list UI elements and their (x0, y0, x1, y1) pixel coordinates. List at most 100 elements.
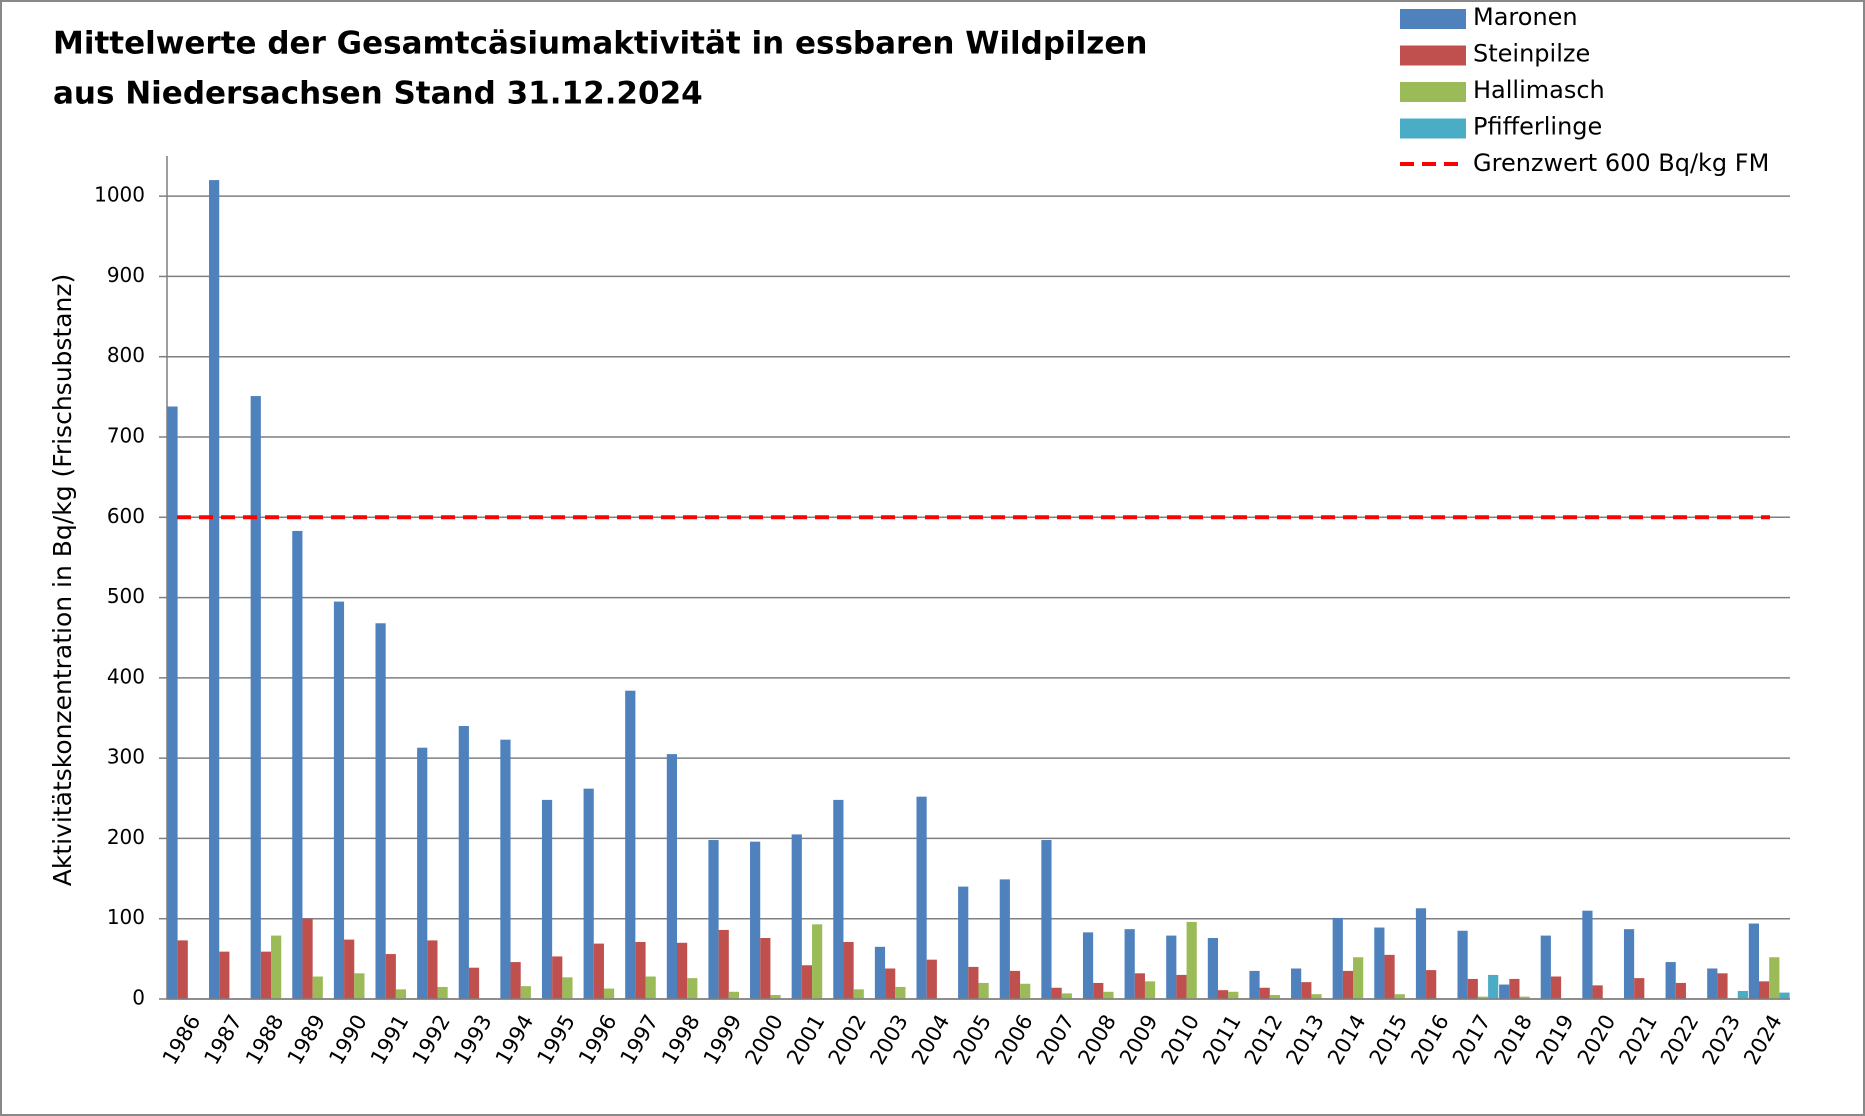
legend-label: Steinpilze (1473, 40, 1590, 68)
bar (1051, 987, 1062, 999)
bar (1332, 917, 1343, 999)
bar (593, 943, 604, 999)
bar (1519, 996, 1530, 999)
y-tick-label: 800 (107, 343, 145, 367)
bar (468, 967, 480, 999)
bar (1769, 957, 1780, 999)
bar (1499, 984, 1510, 999)
bar (1717, 973, 1728, 999)
legend-label: Pfifferlinge (1473, 113, 1602, 141)
bar (1228, 991, 1239, 999)
legend-swatch (1400, 45, 1466, 66)
bar (1477, 996, 1489, 999)
bar (1665, 962, 1676, 999)
bar (1467, 978, 1478, 999)
bar (978, 982, 989, 999)
bar (1186, 921, 1197, 999)
bar (833, 799, 844, 999)
y-tick-label: 900 (107, 263, 145, 287)
bar (1582, 910, 1593, 999)
legend-swatch (1400, 9, 1466, 29)
chart-title: Mittelwerte der Gesamtcäsiumaktivität in… (53, 26, 1147, 62)
bar (562, 977, 573, 999)
bar (1353, 957, 1364, 999)
y-tick-label: 400 (107, 664, 145, 688)
y-tick-label: 300 (107, 745, 145, 769)
legend-swatch (1400, 118, 1466, 139)
bar (583, 788, 594, 999)
bar (354, 973, 365, 999)
legend-label: Maronen (1473, 3, 1578, 31)
bar (1134, 973, 1145, 999)
bar (968, 966, 979, 999)
y-axis-title: Aktivitätskonzentration in Bq/kg (Frisch… (48, 274, 77, 887)
bar (167, 406, 178, 999)
bar (1311, 994, 1322, 999)
bar (853, 989, 864, 999)
bar (1249, 970, 1260, 999)
bar (1301, 982, 1312, 999)
bar (1748, 923, 1759, 999)
bar (1093, 982, 1104, 999)
y-tick-label: 100 (107, 905, 145, 929)
y-tick-label: 600 (107, 504, 145, 528)
bar (676, 942, 688, 999)
bar (1457, 930, 1468, 999)
bar (801, 965, 813, 999)
bar (1082, 932, 1094, 999)
bar (510, 962, 521, 999)
bar (1384, 954, 1395, 999)
bar (1737, 990, 1748, 999)
bar (1374, 927, 1385, 999)
bar (344, 939, 355, 999)
bar (385, 954, 396, 999)
y-tick-label: 700 (107, 424, 145, 448)
bar (1061, 993, 1072, 999)
bar (375, 623, 386, 999)
bar (552, 956, 563, 999)
bar (625, 690, 636, 999)
bar (395, 989, 407, 999)
y-tick-label: 0 (132, 986, 145, 1010)
bar (916, 796, 927, 999)
bar (635, 941, 646, 999)
bar (1540, 935, 1551, 999)
bar (1176, 974, 1187, 999)
legend-swatch (1400, 82, 1466, 102)
bar (260, 951, 272, 999)
y-tick-label: 1000 (94, 183, 145, 207)
bar (271, 935, 282, 999)
bar (728, 991, 740, 999)
bar (1488, 974, 1499, 999)
bar (1291, 968, 1302, 999)
bar (520, 986, 531, 999)
bar (1009, 970, 1021, 999)
y-tick-label: 500 (107, 584, 145, 608)
bar (1415, 908, 1427, 999)
bar (770, 994, 781, 999)
bar (1426, 970, 1437, 999)
bar (1509, 978, 1520, 999)
bar (1342, 970, 1354, 999)
bar (1634, 978, 1645, 999)
bar (312, 976, 323, 999)
bar (750, 841, 761, 999)
bar (500, 739, 511, 999)
bar (219, 951, 230, 999)
bar (791, 834, 802, 999)
bar (843, 941, 854, 999)
bar (645, 976, 656, 999)
bar (885, 968, 896, 999)
bar (417, 747, 428, 999)
bar (1623, 929, 1635, 999)
bar (1217, 990, 1229, 999)
bar (1259, 987, 1270, 999)
bar (603, 988, 615, 999)
bar (1550, 976, 1562, 999)
bar (1103, 991, 1114, 999)
bar (874, 946, 886, 999)
bar (302, 918, 313, 999)
bar (1707, 968, 1718, 999)
bar (458, 726, 469, 999)
